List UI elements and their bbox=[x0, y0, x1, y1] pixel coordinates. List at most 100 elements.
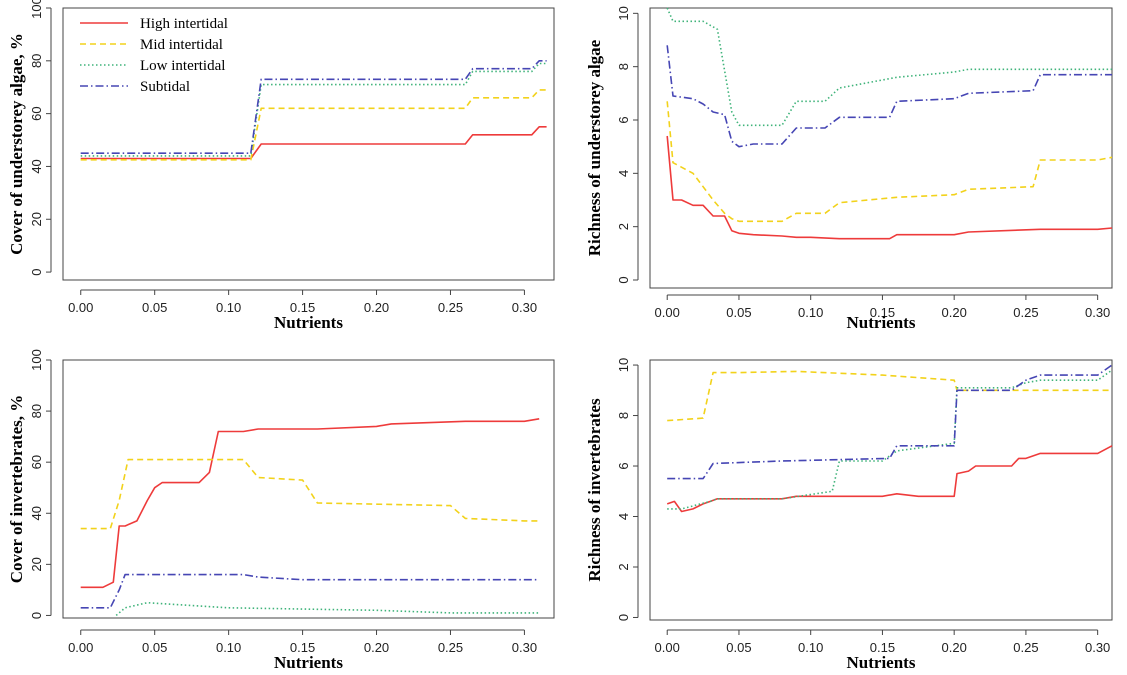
y-tick-label: 6 bbox=[616, 462, 631, 469]
y-tick-label: 2 bbox=[616, 223, 631, 230]
x-axis-title: Nutrients bbox=[847, 313, 916, 332]
x-tick-label: 0.00 bbox=[68, 640, 93, 655]
x-tick-label: 0.20 bbox=[942, 305, 967, 320]
x-axis: 0.00 0.05 0.10 0.15 0.20 0.25 0.30 bbox=[655, 629, 1110, 655]
y-axis: 0 2 4 6 8 10 bbox=[616, 6, 639, 284]
series-line-mid-intertidal bbox=[80, 89, 547, 161]
x-tick-label: 0.30 bbox=[512, 300, 537, 315]
series-group bbox=[666, 364, 1113, 513]
y-tick-label: 20 bbox=[29, 212, 44, 226]
series-line-high-intertidal bbox=[666, 445, 1113, 513]
x-tick-label: 0.30 bbox=[1085, 640, 1110, 655]
x-tick-label: 0.15 bbox=[870, 640, 895, 655]
y-tick-label: 0 bbox=[616, 614, 631, 621]
series-line-low-intertidal bbox=[667, 369, 1113, 510]
x-tick-label: 0.15 bbox=[870, 305, 895, 320]
x-axis-title: Nutrients bbox=[274, 313, 343, 332]
series-line-low-intertidal bbox=[115, 601, 540, 617]
x-tick-label: 0.25 bbox=[1013, 640, 1038, 655]
x-tick-label: 0.10 bbox=[216, 300, 241, 315]
x-tick-label: 0.30 bbox=[512, 640, 537, 655]
x-axis-title: Nutrients bbox=[847, 653, 916, 672]
x-tick-label: 0.10 bbox=[798, 305, 823, 320]
series-group bbox=[80, 418, 540, 617]
x-tick-label: 0.10 bbox=[216, 640, 241, 655]
x-tick-label: 0.00 bbox=[68, 300, 93, 315]
y-tick-label: 0 bbox=[616, 276, 631, 283]
y-tick-label: 0 bbox=[29, 268, 44, 275]
series-line-subtidal bbox=[667, 364, 1113, 480]
x-tick-label: 0.10 bbox=[798, 640, 823, 655]
y-tick-label: 100 bbox=[29, 0, 44, 19]
x-tick-label: 0.30 bbox=[1085, 305, 1110, 320]
y-tick-label: 40 bbox=[29, 159, 44, 173]
x-tick-label: 0.05 bbox=[726, 305, 751, 320]
plot-frame bbox=[649, 7, 1113, 289]
x-tick-label: 0.20 bbox=[942, 640, 967, 655]
panel-bottom-left: 0.00 0.05 0.10 0.15 0.20 0.25 0.30 Nutrients 0 20… bbox=[7, 349, 555, 672]
x-tick-label: 0.25 bbox=[1013, 305, 1038, 320]
series-line-high-intertidal bbox=[80, 418, 540, 589]
series-line-mid-intertidal bbox=[666, 101, 1113, 223]
legend-label: High intertidal bbox=[140, 16, 228, 32]
y-axis: 0 2 4 6 8 10 bbox=[616, 358, 639, 621]
series-line-subtidal bbox=[666, 45, 1112, 148]
x-tick-label: 0.20 bbox=[364, 300, 389, 315]
y-tick-label: 10 bbox=[616, 6, 631, 20]
series-line-low-intertidal bbox=[666, 7, 1112, 127]
y-axis-title: Richness of invertebrates bbox=[585, 398, 604, 582]
y-tick-label: 40 bbox=[29, 506, 44, 520]
panel-bottom-right: 0.00 0.05 0.10 0.15 0.20 0.25 0.30 Nutrients 0 2 4… bbox=[585, 358, 1113, 672]
y-tick-label: 100 bbox=[29, 349, 44, 371]
x-tick-label: 0.05 bbox=[142, 640, 167, 655]
plot-frame bbox=[649, 359, 1113, 621]
x-tick-label: 0.00 bbox=[655, 640, 680, 655]
panel-top-left: 0.00 0.05 0.10 0.15 0.20 0.25 0.30 Nutrients 0 20… bbox=[7, 0, 555, 332]
plot-frame bbox=[62, 7, 555, 281]
y-tick-label: 4 bbox=[616, 513, 631, 520]
legend-label: Subtidal bbox=[140, 79, 190, 95]
series-line-mid-intertidal bbox=[667, 370, 1112, 422]
series-line-low-intertidal bbox=[80, 62, 547, 157]
y-axis: 0 20 40 60 80 100 bbox=[29, 349, 52, 619]
y-tick-label: 6 bbox=[616, 116, 631, 123]
series-line-subtidal bbox=[80, 573, 540, 609]
legend: High intertidal Mid intertidal Low interti… bbox=[80, 16, 228, 95]
y-tick-label: 8 bbox=[616, 412, 631, 419]
x-axis: 0.00 0.05 0.10 0.15 0.20 0.25 0.30 bbox=[68, 289, 537, 315]
x-tick-label: 0.05 bbox=[142, 300, 167, 315]
y-tick-label: 4 bbox=[616, 170, 631, 177]
y-tick-label: 60 bbox=[29, 455, 44, 469]
x-axis-title: Nutrients bbox=[274, 653, 343, 672]
y-axis: 0 20 40 60 80 100 bbox=[29, 0, 52, 276]
y-axis-title: Cover of understorey algae, % bbox=[7, 33, 26, 255]
y-tick-label: 60 bbox=[29, 106, 44, 120]
y-tick-label: 20 bbox=[29, 557, 44, 571]
x-tick-label: 0.20 bbox=[364, 640, 389, 655]
panel-top-right: 0.00 0.05 0.10 0.15 0.20 0.25 0.30 Nutrients 0 2 4… bbox=[585, 6, 1113, 332]
y-tick-label: 80 bbox=[29, 404, 44, 418]
x-tick-label: 0.15 bbox=[290, 640, 315, 655]
x-tick-label: 0.25 bbox=[438, 640, 463, 655]
series-line-high-intertidal bbox=[80, 126, 547, 160]
y-tick-label: 80 bbox=[29, 54, 44, 68]
x-tick-label: 0.15 bbox=[290, 300, 315, 315]
x-axis: 0.00 0.05 0.10 0.15 0.20 0.25 0.30 bbox=[68, 629, 537, 655]
plot-frame bbox=[62, 359, 555, 619]
y-axis-title: Richness of understorey algae bbox=[585, 39, 604, 256]
series-line-high-intertidal bbox=[666, 135, 1113, 240]
y-tick-label: 8 bbox=[616, 63, 631, 70]
y-axis-title: Cover of invertebrates, % bbox=[7, 395, 26, 584]
series-group bbox=[666, 7, 1113, 240]
legend-label: Mid intertidal bbox=[140, 37, 223, 53]
y-tick-label: 0 bbox=[29, 612, 44, 619]
x-axis: 0.00 0.05 0.10 0.15 0.20 0.25 0.30 bbox=[655, 294, 1110, 320]
y-tick-label: 10 bbox=[616, 358, 631, 372]
y-tick-label: 2 bbox=[616, 563, 631, 570]
series-group bbox=[80, 59, 547, 161]
series-line-mid-intertidal bbox=[80, 458, 540, 530]
legend-label: Low intertidal bbox=[140, 58, 225, 74]
x-tick-label: 0.25 bbox=[438, 300, 463, 315]
x-tick-label: 0.00 bbox=[655, 305, 680, 320]
